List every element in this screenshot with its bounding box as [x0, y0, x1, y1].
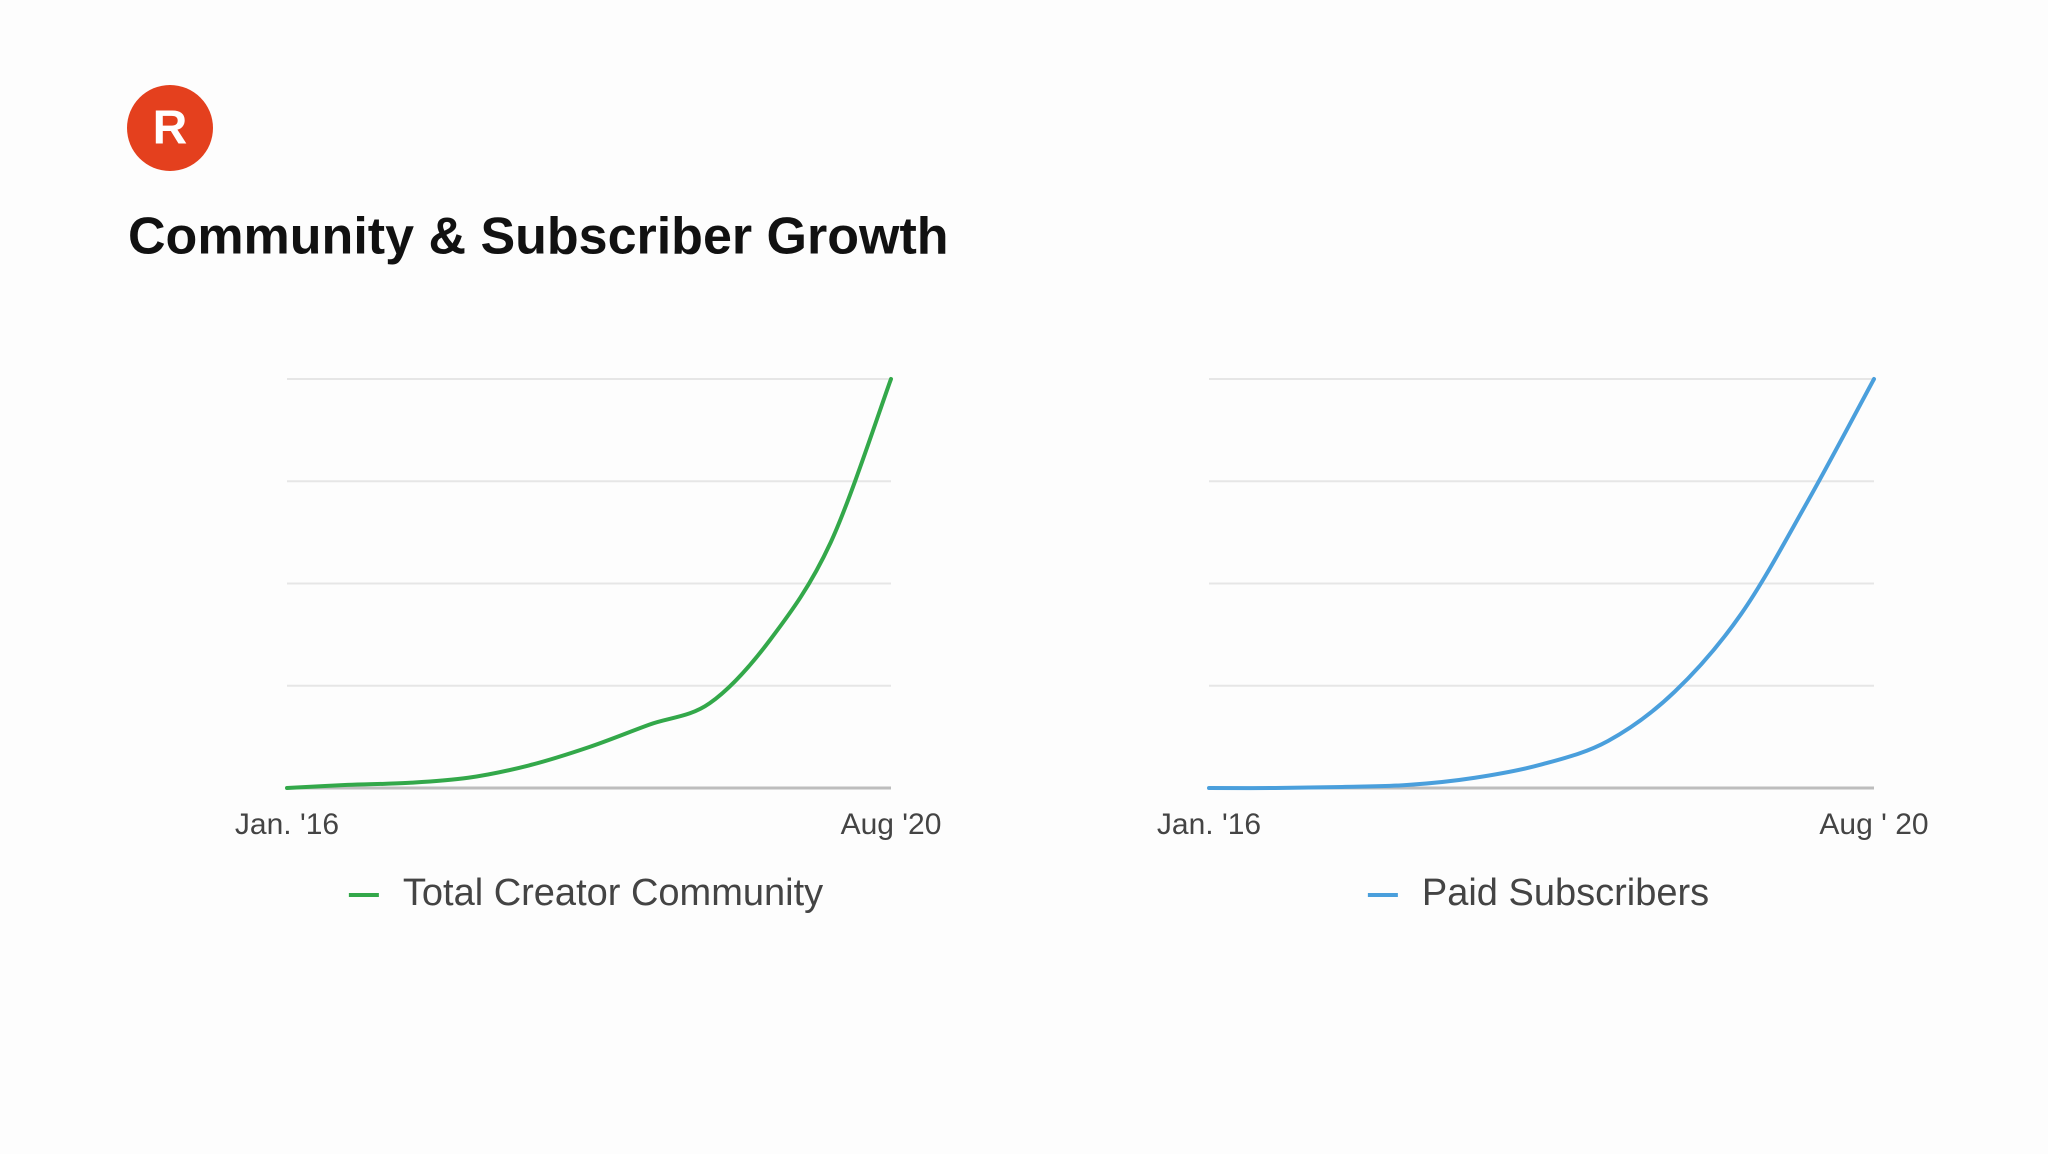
x-tick-label: Jan. '16: [1157, 808, 1261, 841]
x-tick-label: Aug ' 20: [1819, 808, 1928, 841]
slide-title: Community & Subscriber Growth: [128, 208, 949, 266]
legend-label: Total Creator Community: [403, 872, 823, 914]
series-line: [285, 377, 893, 790]
logo-circle: [127, 85, 213, 171]
x-tick-label: Aug '20: [841, 808, 942, 841]
logo-letter: R: [153, 102, 188, 155]
x-tick-label: Jan. '16: [235, 808, 339, 841]
series-line: [1207, 377, 1876, 791]
legend-label: Paid Subscribers: [1422, 872, 1709, 914]
